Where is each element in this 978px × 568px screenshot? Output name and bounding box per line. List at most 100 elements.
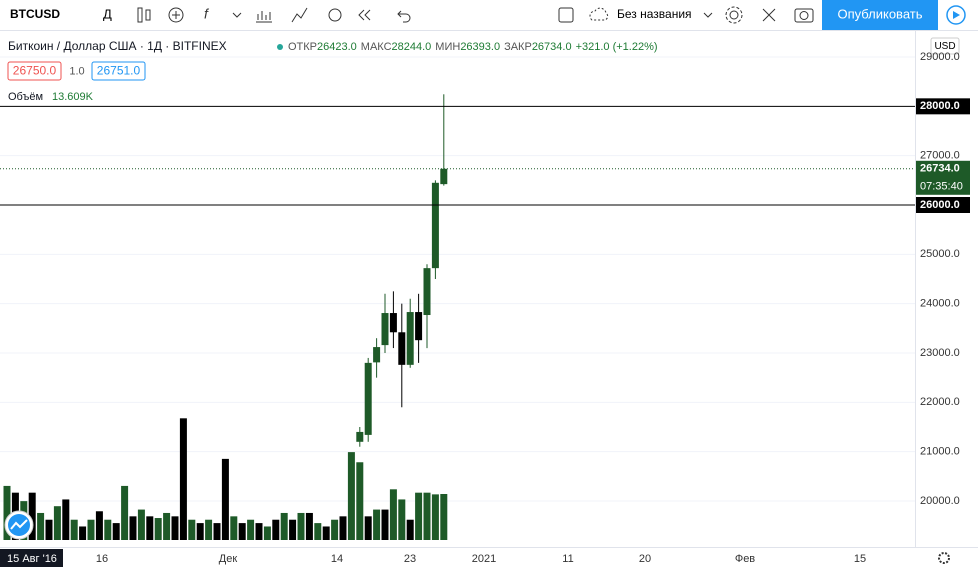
ask-box[interactable] (91, 61, 146, 81)
candle-body (415, 312, 423, 341)
svg-text:f: f (204, 6, 210, 22)
tv-logo-mark (10, 519, 28, 530)
volume-bar (356, 462, 364, 540)
hline-label: 28000.0 (920, 100, 960, 112)
volume-bar (364, 516, 372, 540)
volume-bar (322, 526, 330, 540)
volume-bar (112, 523, 120, 540)
volume-bar (238, 523, 246, 540)
status-dot (277, 44, 283, 50)
candle-body (373, 347, 381, 363)
low: 26393.0 (460, 41, 500, 53)
volume-bar (221, 458, 229, 540)
volume-bar (129, 516, 137, 540)
candle-body (398, 332, 406, 365)
hline-label-box (916, 98, 970, 115)
volume-bar (137, 509, 145, 540)
candle-body (431, 182, 439, 269)
open-label: ОТКР (288, 41, 317, 53)
volume-bar (45, 519, 53, 540)
volume-bar (121, 485, 129, 540)
currency-box[interactable] (930, 37, 960, 55)
last-price: 26734.0 (920, 163, 960, 175)
open: 26423.0 (317, 41, 357, 53)
candle-body (423, 268, 431, 316)
volume-bar (171, 516, 179, 540)
y-tick-label: 29000.0 (920, 51, 960, 63)
x-tick-label: Дек (219, 553, 238, 565)
x-tick-label: 16 (96, 553, 108, 565)
volume-bar (440, 494, 448, 540)
y-tick-label: 20000.0 (920, 495, 960, 507)
bid-box[interactable] (7, 61, 62, 81)
volume-bar (104, 519, 112, 540)
volume-bar (263, 526, 271, 540)
replay-button[interactable] (946, 5, 966, 25)
volume-bar (70, 519, 78, 540)
volume-value: 13.609K (52, 91, 94, 103)
volume-bar (146, 516, 154, 540)
volume-bar (79, 526, 87, 540)
volume-bar (205, 519, 213, 540)
volume-bar (389, 489, 397, 540)
volume-bar (188, 519, 196, 540)
volume-bar (62, 499, 70, 540)
legend-title: Биткоин / Доллар США · 1Д · BITFINEX (8, 39, 227, 53)
currency[interactable]: USD (934, 41, 955, 52)
volume-bar (373, 509, 381, 540)
volume-bar (289, 519, 297, 540)
candle-body (406, 312, 414, 365)
candle-body (356, 431, 364, 442)
volume-label: Объём (8, 91, 43, 103)
low-label: МИН (435, 41, 460, 53)
volume-bar (423, 492, 431, 540)
volume-bar (398, 499, 406, 540)
x-tick-label: 11 (562, 553, 573, 565)
candle-body (364, 362, 372, 435)
bid[interactable]: 26750.0 (13, 64, 57, 78)
hline-label-box (916, 197, 970, 213)
volume-bar (53, 506, 61, 540)
volume-bar (272, 519, 280, 540)
volume-bar (247, 519, 255, 540)
volume-bar (230, 516, 238, 540)
ask[interactable]: 26751.0 (97, 64, 141, 78)
symbol[interactable]: BTCUSD (10, 7, 60, 21)
toolbar-icons[interactable]: f (137, 6, 814, 24)
interval[interactable]: Д (103, 6, 112, 21)
volume-bar (415, 492, 423, 540)
volume-bar (37, 512, 45, 540)
volume-bar (305, 512, 313, 540)
candle-body (381, 313, 389, 346)
volume-bar (154, 518, 162, 540)
volume-bar (179, 418, 187, 540)
x-tick-label: 14 (331, 553, 343, 565)
x-tick-label: 2021 (472, 553, 496, 565)
high-label: МАКС (361, 41, 392, 53)
volume-bar (3, 485, 11, 540)
volume-bar (255, 523, 263, 540)
close-label: ЗАКР (504, 41, 532, 53)
volume-bar (314, 523, 322, 540)
publish-button[interactable] (822, 0, 938, 30)
settings-icon[interactable] (938, 552, 950, 564)
volume-bar (280, 512, 288, 540)
x-tick-label: 15 Авг '16 (7, 553, 57, 565)
y-tick-label: 23000.0 (920, 347, 960, 359)
crosshair-date-box (0, 549, 63, 567)
volume-bar (87, 519, 95, 540)
replay-icon (953, 11, 960, 19)
layout-name[interactable]: Без названия (617, 7, 692, 21)
hline-label: 26000.0 (920, 199, 960, 211)
x-tick-label: 20 (639, 553, 651, 565)
legend-ohlc: ОТКР26423.0 МАКС28244.0 МИН26393.0 ЗАКР2673… (288, 41, 658, 53)
high: 28244.0 (392, 41, 432, 53)
volume-bar (196, 523, 204, 540)
publish-label[interactable]: Опубликовать (837, 6, 922, 21)
volume-bar (95, 511, 103, 540)
y-tick-label: 24000.0 (920, 298, 960, 310)
x-tick-label: Фев (735, 553, 755, 565)
y-tick-label: 21000.0 (920, 446, 960, 458)
volume-bar (347, 452, 355, 540)
